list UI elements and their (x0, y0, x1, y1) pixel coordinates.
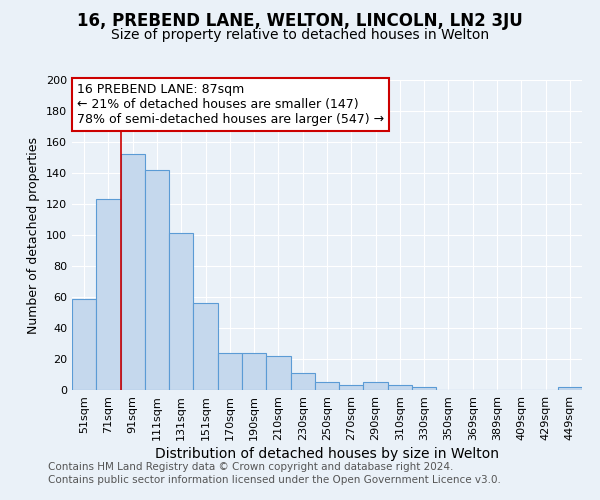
Bar (121, 154, 145, 390)
Bar (266, 356, 290, 390)
Bar (412, 387, 436, 390)
Text: 16 PREBEND LANE: 87sqm
← 21% of detached houses are smaller (147)
78% of semi-de: 16 PREBEND LANE: 87sqm ← 21% of detached… (77, 83, 384, 126)
Bar (364, 382, 388, 390)
Bar (290, 373, 315, 390)
X-axis label: Distribution of detached houses by size in Welton: Distribution of detached houses by size … (155, 447, 499, 461)
Bar (242, 353, 266, 390)
Y-axis label: Number of detached properties: Number of detached properties (28, 136, 40, 334)
Bar (169, 234, 193, 390)
Bar (96, 200, 121, 390)
Text: Contains HM Land Registry data © Crown copyright and database right 2024.: Contains HM Land Registry data © Crown c… (48, 462, 454, 472)
Text: Size of property relative to detached houses in Welton: Size of property relative to detached ho… (111, 28, 489, 42)
Bar (558, 387, 582, 390)
Text: Contains public sector information licensed under the Open Government Licence v3: Contains public sector information licen… (48, 475, 501, 485)
Bar (72, 298, 96, 390)
Bar (193, 303, 218, 390)
Bar (339, 386, 364, 390)
Bar (218, 353, 242, 390)
Bar (315, 382, 339, 390)
Text: 16, PREBEND LANE, WELTON, LINCOLN, LN2 3JU: 16, PREBEND LANE, WELTON, LINCOLN, LN2 3… (77, 12, 523, 30)
Bar (145, 170, 169, 390)
Bar (388, 386, 412, 390)
